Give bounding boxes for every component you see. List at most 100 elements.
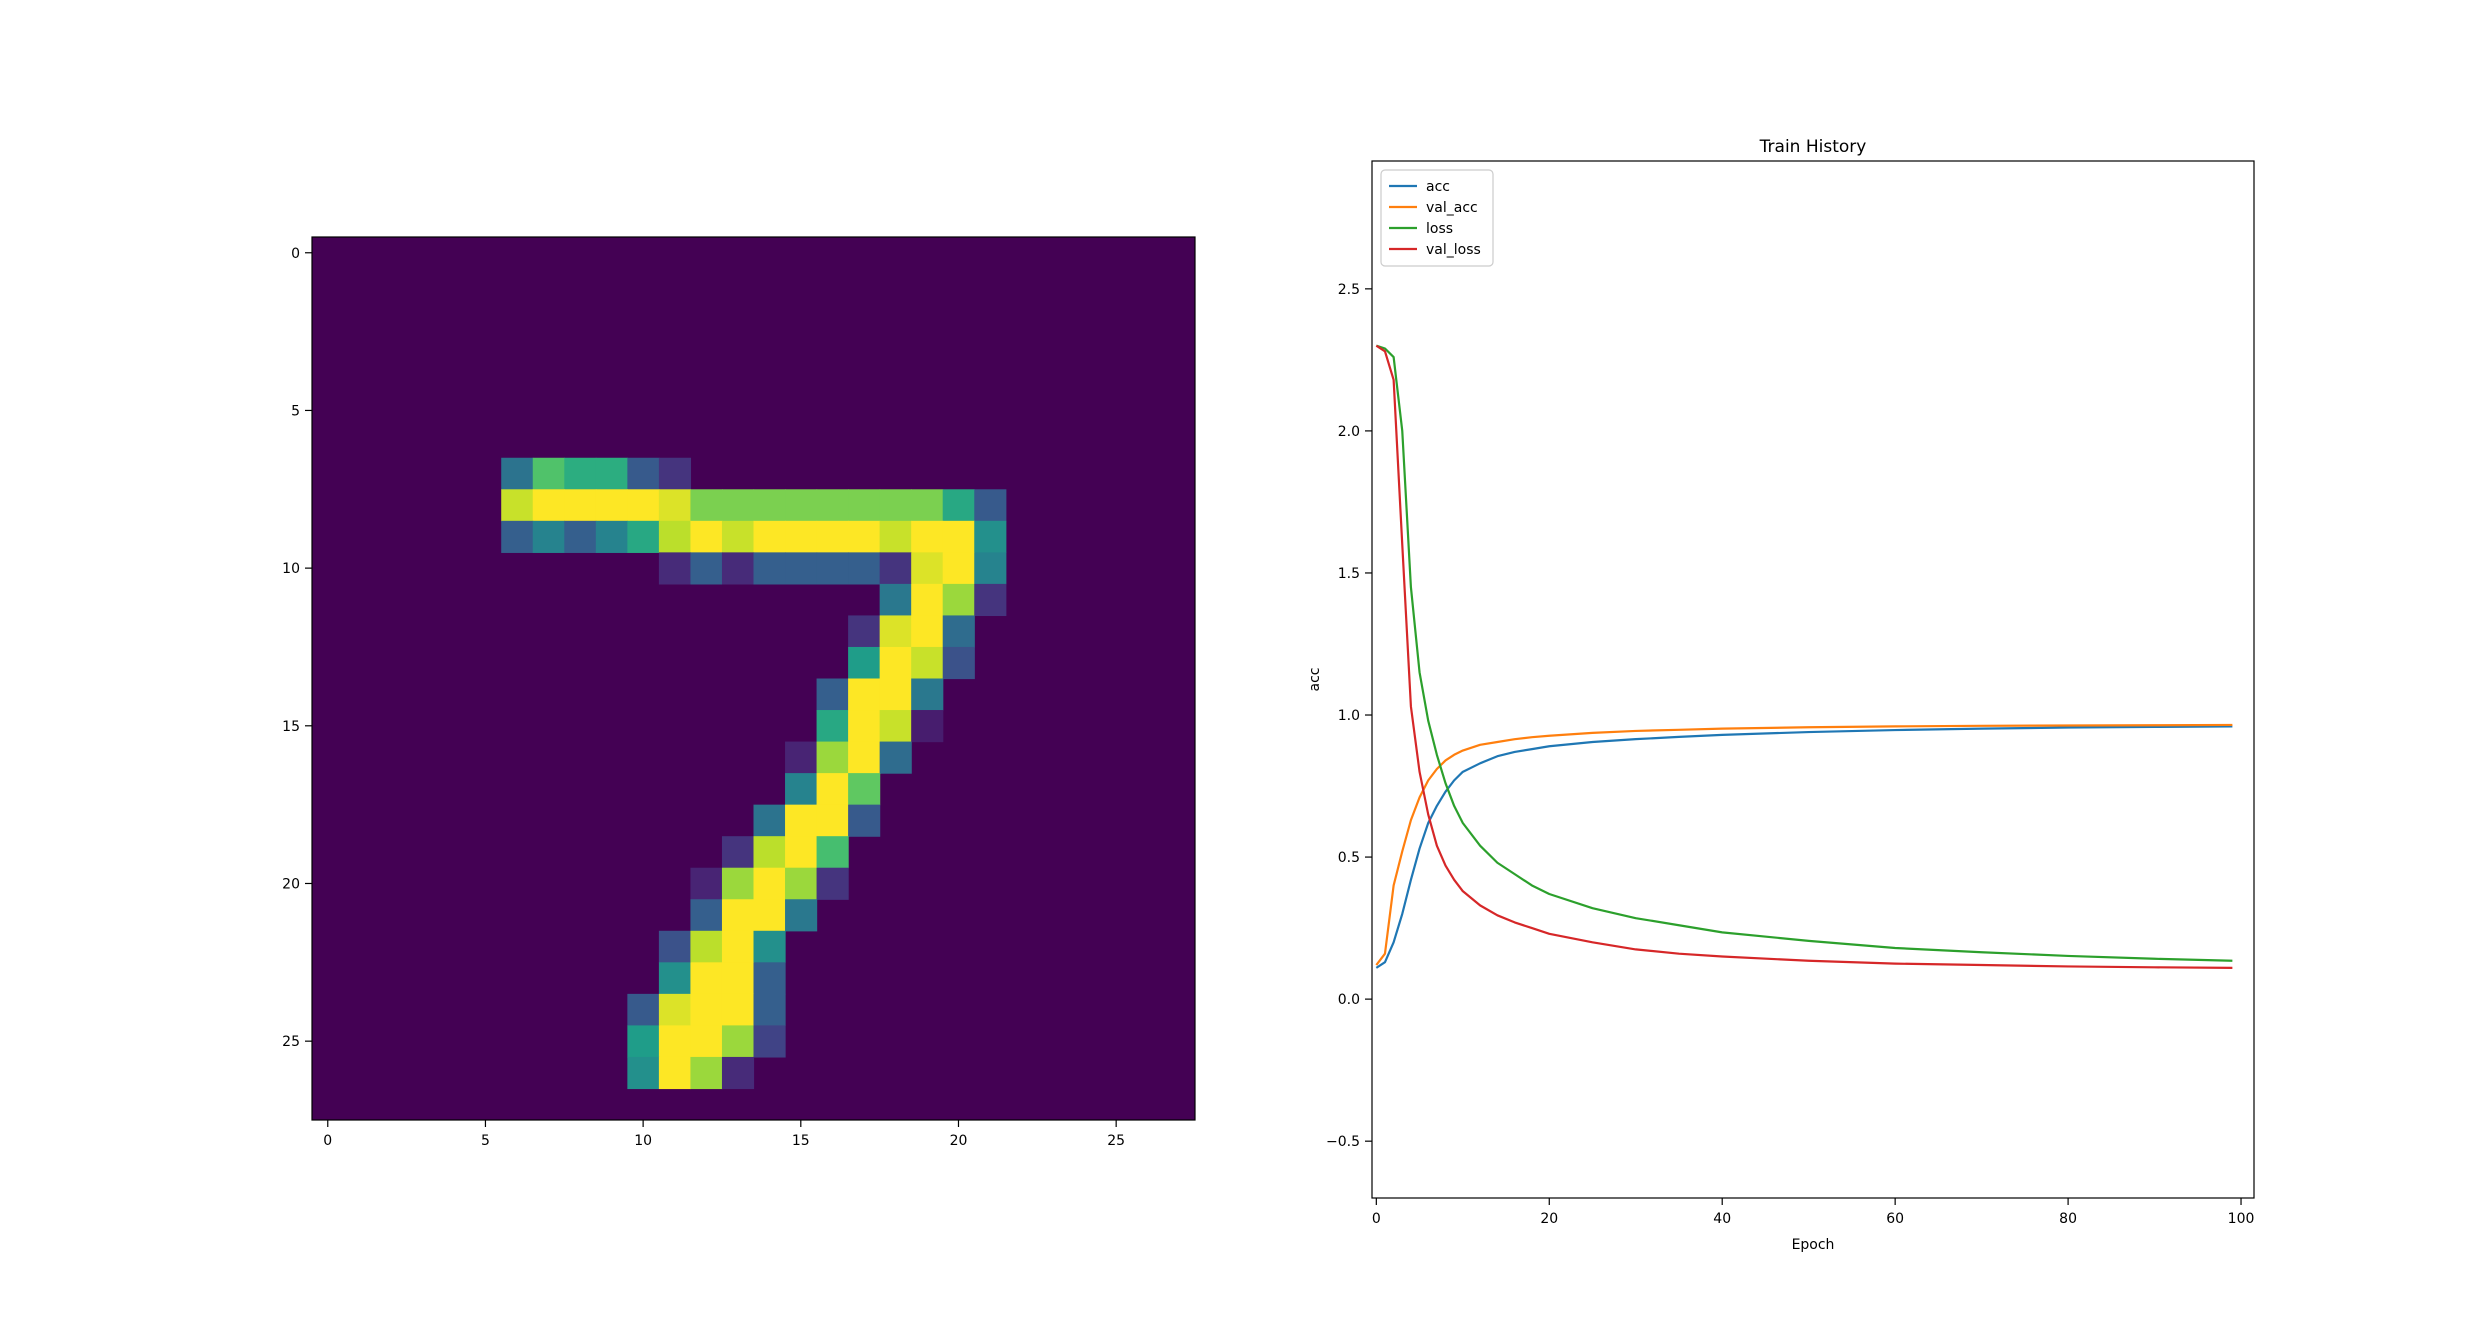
heatmap-cell <box>595 520 628 553</box>
heatmap-cell <box>911 615 944 648</box>
heatmap-cell <box>911 552 944 585</box>
y-tick-label: 20 <box>282 876 300 892</box>
x-axis-label: Epoch <box>1792 1237 1835 1253</box>
x-tick-label: 20 <box>950 1133 968 1149</box>
heatmap-cell <box>816 552 849 585</box>
heatmap-cell <box>690 962 723 995</box>
heatmap-cell <box>753 930 786 963</box>
heatmap-cell <box>848 804 881 837</box>
heatmap-cell <box>690 899 723 932</box>
legend-box <box>1380 169 1494 267</box>
heatmap-cell <box>753 899 786 932</box>
heatmap-cell <box>942 583 975 617</box>
heatmap-cell <box>753 489 786 522</box>
heatmap-cell <box>658 993 692 1026</box>
heatmap-cell <box>911 583 944 617</box>
heatmap-cell <box>879 520 912 553</box>
heatmap-cell <box>721 993 755 1026</box>
heatmap-cell <box>785 520 818 553</box>
digit-heatmap: 0 5 10 15 20 25 0 5 10 15 20 25 <box>282 236 1196 1149</box>
y-tick-label: 15 <box>282 719 300 735</box>
heatmap-cell <box>564 520 597 553</box>
heatmap-cell <box>848 520 881 553</box>
heatmap-cell <box>721 899 755 932</box>
heatmap-cell <box>690 520 723 553</box>
heatmap-frame <box>311 236 1196 1121</box>
heatmap-cell <box>753 1025 786 1058</box>
heatmap-cell <box>785 489 818 522</box>
x-tick-label: 60 <box>1886 1211 1904 1227</box>
x-tick-label: 100 <box>2228 1211 2255 1227</box>
heatmap-cell <box>879 583 912 617</box>
heatmap-cell <box>501 520 534 553</box>
series-line-val-acc <box>1375 723 2233 966</box>
x-tick-label: 0 <box>1372 1211 1381 1227</box>
heatmap-cell <box>974 520 1007 553</box>
heatmap-cell <box>501 457 534 490</box>
x-tick-label: 40 <box>1713 1211 1731 1227</box>
heatmap-cell <box>690 867 723 900</box>
series-line-loss <box>1375 344 2233 962</box>
heatmap-cell <box>690 1025 723 1058</box>
heatmap-cell <box>879 615 912 648</box>
heatmap-cell <box>785 741 818 774</box>
heatmap-cell <box>785 804 818 837</box>
legend-label: acc <box>1426 179 1450 195</box>
heatmap-cell <box>911 678 944 711</box>
y-tick-label: 0.0 <box>1338 992 1360 1008</box>
heatmap-cell <box>658 520 692 553</box>
heatmap-cell <box>942 552 975 585</box>
heatmap-cell <box>532 489 565 522</box>
heatmap-cell <box>595 457 628 490</box>
legend-label: val_acc <box>1426 200 1478 216</box>
heatmap-cell <box>690 489 723 522</box>
heatmap-cell <box>753 804 786 837</box>
chart-series <box>1375 344 2233 969</box>
heatmap-cell <box>690 930 723 963</box>
heatmap-cell <box>658 930 692 963</box>
heatmap-cell <box>974 489 1007 522</box>
heatmap-cell <box>753 993 786 1026</box>
heatmap-cell <box>785 773 818 806</box>
heatmap-cell <box>721 1025 755 1058</box>
heatmap-cell <box>816 520 849 553</box>
heatmap-cell <box>658 962 692 995</box>
heatmap-cell <box>879 741 912 774</box>
chart-frame <box>1371 160 2255 1199</box>
heatmap-cell <box>721 520 755 553</box>
chart-x-ticks: 0 20 40 60 80 100 <box>1372 1198 2255 1227</box>
heatmap-cell <box>848 710 881 743</box>
heatmap-cell <box>690 993 723 1026</box>
heatmap-cell <box>753 520 786 553</box>
heatmap-cell <box>785 867 818 900</box>
heatmap-cell <box>690 1056 723 1090</box>
heatmap-cell <box>721 552 755 585</box>
heatmap-y-ticks: 0 5 10 15 20 25 <box>282 246 312 1050</box>
heatmap-cell <box>816 710 849 743</box>
heatmap-cell <box>942 520 975 553</box>
heatmap-cell <box>816 741 849 774</box>
y-tick-label: −0.5 <box>1326 1134 1360 1150</box>
series-line-val-loss <box>1375 344 2233 969</box>
y-tick-label: 0 <box>291 246 300 262</box>
x-tick-label: 80 <box>2059 1211 2077 1227</box>
heatmap-cell <box>816 836 849 869</box>
x-tick-label: 25 <box>1107 1133 1125 1149</box>
heatmap-cell <box>879 489 912 522</box>
heatmap-cell <box>721 962 755 995</box>
heatmap-cell <box>848 489 881 522</box>
heatmap-cell <box>753 962 786 995</box>
heatmap-cell <box>942 489 975 522</box>
series-line-acc <box>1375 725 2233 969</box>
heatmap-cell <box>911 710 944 743</box>
y-tick-label: 0.5 <box>1338 850 1360 866</box>
y-tick-label: 1.5 <box>1338 566 1360 582</box>
heatmap-cell <box>816 489 849 522</box>
heatmap-cell <box>721 836 755 869</box>
heatmap-cell <box>942 615 975 648</box>
y-tick-label: 1.0 <box>1338 708 1360 724</box>
heatmap-cell <box>816 804 849 837</box>
heatmap-cell <box>785 552 818 585</box>
heatmap-cell <box>564 489 597 522</box>
